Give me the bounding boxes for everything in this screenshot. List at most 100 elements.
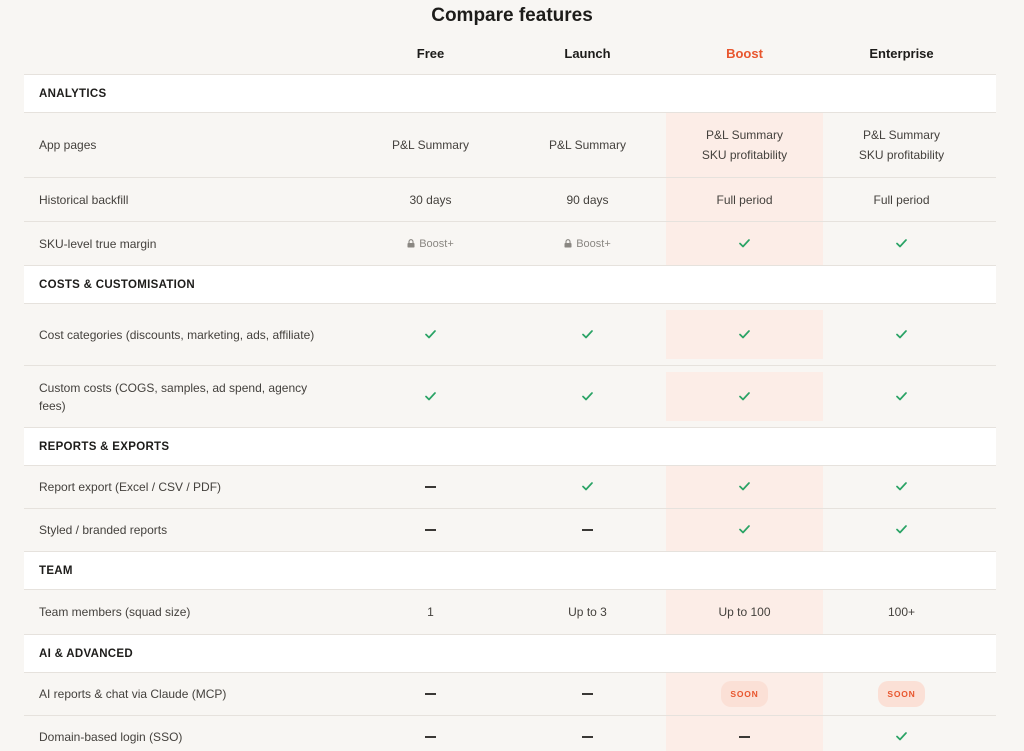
feature-label: SKU-level true margin bbox=[39, 236, 157, 251]
locked-feature: Boost+ bbox=[564, 234, 611, 254]
plan-header-launch: Launch bbox=[564, 46, 611, 61]
feature-row: Cost categories (discounts, marketing, a… bbox=[24, 304, 996, 366]
cell-launch: P&L Summary bbox=[509, 113, 666, 177]
check-icon bbox=[425, 325, 436, 345]
cell-value: 100+ bbox=[887, 605, 916, 619]
section-header: AI & ADVANCED bbox=[24, 635, 996, 673]
dash-icon bbox=[582, 529, 593, 531]
locked-label: Boost+ bbox=[419, 237, 454, 250]
cell-value: 90 days bbox=[566, 192, 609, 207]
cell-enterprise bbox=[823, 466, 980, 508]
cell-launch bbox=[509, 366, 666, 427]
cell-enterprise bbox=[823, 366, 980, 427]
page-title: Compare features bbox=[431, 5, 593, 26]
cell-free bbox=[352, 466, 509, 508]
feature-label: AI reports & chat via Claude (MCP) bbox=[39, 687, 227, 701]
cell-boost: Up to 100 bbox=[666, 590, 823, 634]
cell-free: P&L Summary bbox=[352, 113, 509, 177]
feature-row: Custom costs (COGS, samples, ad spend, a… bbox=[24, 366, 996, 428]
feature-label: Report export (Excel / CSV / PDF) bbox=[39, 480, 222, 494]
feature-label: Team members (squad size) bbox=[39, 605, 191, 619]
cell-boost: Full period bbox=[666, 178, 823, 221]
lock-icon bbox=[564, 239, 572, 248]
check-icon bbox=[896, 387, 907, 407]
cell-launch bbox=[509, 466, 666, 508]
cell-value: P&L Summary bbox=[549, 138, 626, 152]
comparison-table: ANALYTICS App pages P&L Summary P&L Summary… bbox=[24, 74, 996, 751]
check-icon bbox=[739, 387, 750, 407]
check-icon bbox=[739, 234, 750, 254]
dash-icon bbox=[582, 736, 593, 738]
cell-boost: SOON bbox=[666, 673, 823, 715]
check-icon bbox=[896, 520, 907, 540]
cell-enterprise: P&L Summary SKU profitability bbox=[823, 113, 980, 177]
dash-icon bbox=[425, 693, 436, 695]
lock-icon bbox=[407, 239, 415, 248]
dash-icon bbox=[425, 486, 436, 488]
cell-value: 1 bbox=[427, 605, 434, 619]
cell-boost bbox=[666, 222, 823, 265]
feature-row: SKU-level true margin Boost+ Boost+ bbox=[24, 222, 996, 266]
cell-enterprise bbox=[823, 222, 980, 265]
section-label: COSTS & CUSTOMISATION bbox=[39, 278, 196, 291]
cell-value: Up to 3 bbox=[568, 605, 607, 619]
check-icon bbox=[896, 477, 907, 497]
cell-free bbox=[352, 509, 509, 551]
cell-launch: 90 days bbox=[509, 178, 666, 221]
section-label: ANALYTICS bbox=[39, 87, 107, 100]
feature-label: Cost categories (discounts, marketing, a… bbox=[39, 327, 315, 342]
cell-boost bbox=[666, 509, 823, 551]
cell-launch: Up to 3 bbox=[509, 590, 666, 634]
section-header: TEAM bbox=[24, 552, 996, 590]
soon-badge: SOON bbox=[721, 681, 768, 707]
cell-value: 30 days bbox=[409, 192, 452, 207]
cell-free: 30 days bbox=[352, 178, 509, 221]
feature-label: Historical backfill bbox=[39, 192, 129, 207]
cell-value: P&L Summary SKU profitability bbox=[858, 128, 945, 162]
cell-value: Full period bbox=[716, 192, 773, 207]
cell-value: P&L Summary bbox=[392, 138, 469, 152]
cell-launch bbox=[509, 716, 666, 751]
dash-icon bbox=[582, 693, 593, 695]
check-icon bbox=[896, 234, 907, 254]
cell-boost: P&L Summary SKU profitability bbox=[666, 113, 823, 177]
check-icon bbox=[739, 520, 750, 540]
check-icon bbox=[582, 387, 593, 407]
dash-icon bbox=[425, 736, 436, 738]
plan-header-enterprise: Enterprise bbox=[869, 46, 934, 61]
section-label: REPORTS & EXPORTS bbox=[39, 440, 170, 453]
check-icon bbox=[582, 477, 593, 497]
check-icon bbox=[896, 727, 907, 747]
section-label: TEAM bbox=[39, 564, 73, 577]
cell-enterprise: Full period bbox=[823, 178, 980, 221]
feature-label: Styled / branded reports bbox=[39, 523, 168, 537]
section-label: AI & ADVANCED bbox=[39, 647, 133, 660]
check-icon bbox=[896, 325, 907, 345]
feature-label: Domain-based login (SSO) bbox=[39, 730, 183, 744]
cell-free bbox=[352, 304, 509, 365]
cell-enterprise bbox=[823, 716, 980, 751]
check-icon bbox=[739, 325, 750, 345]
feature-row: Team members (squad size) 1 Up to 3 Up to 1… bbox=[24, 590, 996, 635]
dash-icon bbox=[425, 529, 436, 531]
cell-launch bbox=[509, 509, 666, 551]
cell-free: 1 bbox=[352, 590, 509, 634]
cell-enterprise: SOON bbox=[823, 673, 980, 715]
check-icon bbox=[425, 387, 436, 407]
cell-value: P&L Summary SKU profitability bbox=[701, 128, 788, 162]
feature-row: Report export (Excel / CSV / PDF) bbox=[24, 466, 996, 509]
cell-boost bbox=[666, 466, 823, 508]
soon-badge: SOON bbox=[878, 681, 925, 707]
cell-free bbox=[352, 673, 509, 715]
section-header: COSTS & CUSTOMISATION bbox=[24, 266, 996, 304]
feature-row: Domain-based login (SSO) bbox=[24, 716, 996, 751]
cell-free bbox=[352, 366, 509, 427]
locked-label: Boost+ bbox=[576, 237, 611, 250]
cell-value: Full period bbox=[873, 192, 930, 207]
cell-boost bbox=[666, 310, 823, 359]
feature-row: App pages P&L Summary P&L Summary P&L Summa… bbox=[24, 113, 996, 178]
cell-boost bbox=[666, 372, 823, 421]
plan-header-row: Free Launch Boost Enterprise bbox=[0, 0, 1024, 75]
cell-value: Up to 100 bbox=[718, 605, 771, 619]
